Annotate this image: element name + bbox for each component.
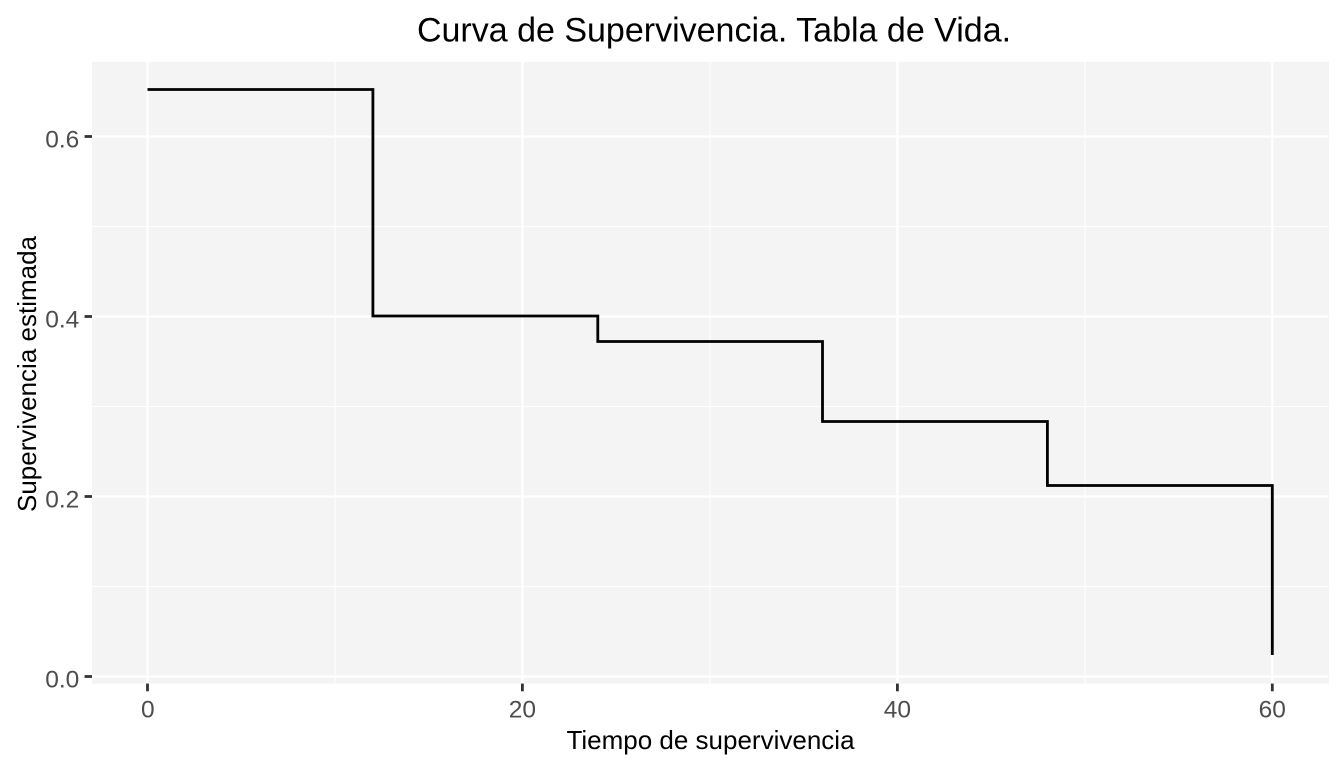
- svg-text:0.4: 0.4: [45, 307, 79, 334]
- svg-text:0.2: 0.2: [45, 487, 79, 514]
- svg-text:60: 60: [1259, 697, 1286, 724]
- svg-text:20: 20: [509, 697, 536, 724]
- svg-text:Tiempo de supervivencia: Tiempo de supervivencia: [566, 725, 855, 755]
- svg-text:0.0: 0.0: [45, 667, 79, 694]
- svg-text:Curva de Supervivencia. Tabla: Curva de Supervivencia. Tabla de Vida.: [417, 11, 1011, 49]
- svg-text:0.6: 0.6: [45, 127, 79, 154]
- svg-text:0: 0: [141, 697, 155, 724]
- svg-text:Supervivencia estimada: Supervivencia estimada: [12, 235, 42, 512]
- svg-text:40: 40: [884, 697, 911, 724]
